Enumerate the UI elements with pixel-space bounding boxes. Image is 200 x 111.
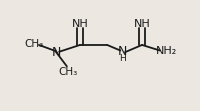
- Text: H: H: [119, 54, 126, 63]
- Text: CH₃: CH₃: [25, 39, 44, 49]
- Text: NH₂: NH₂: [156, 46, 177, 56]
- Text: N: N: [51, 46, 61, 59]
- Text: CH₃: CH₃: [58, 67, 77, 77]
- Text: NH: NH: [72, 19, 88, 29]
- Text: N: N: [118, 45, 127, 58]
- Text: NH: NH: [134, 19, 150, 29]
